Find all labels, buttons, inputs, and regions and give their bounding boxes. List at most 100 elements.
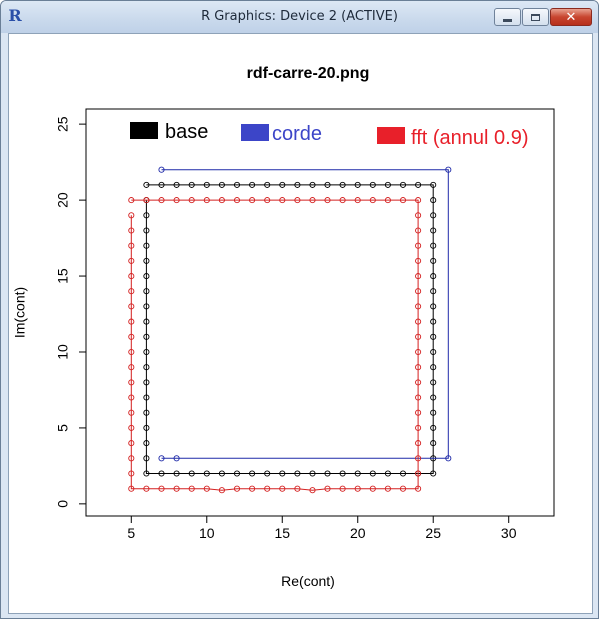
series-point-0 [415,181,422,188]
series-point-2 [354,485,361,492]
r-app-icon[interactable]: R [8,6,22,25]
series-point-0 [143,394,150,401]
y-tick-label: 5 [55,424,71,432]
series-point-0 [218,470,225,477]
series-point-2 [415,470,422,477]
series-point-0 [158,470,165,477]
series-point-1 [158,166,165,173]
series-point-2 [324,485,331,492]
series-point-0 [294,181,301,188]
series-point-2 [415,273,422,280]
y-axis-label: Im(cont) [12,287,28,338]
series-point-0 [354,181,361,188]
series-point-2 [415,288,422,295]
series-point-0 [143,318,150,325]
series-point-1 [445,455,452,462]
series-point-2 [173,197,180,204]
series-point-1 [445,166,452,173]
close-button[interactable]: ✕ [550,8,592,26]
series-point-0 [430,318,437,325]
series-point-2 [264,197,271,204]
series-point-0 [430,409,437,416]
series-point-0 [143,333,150,340]
maximize-button[interactable] [522,8,549,26]
series-point-0 [430,197,437,204]
series-point-0 [430,379,437,386]
series-point-2 [415,424,422,431]
minimize-button[interactable] [494,8,521,26]
window-title: R Graphics: Device 2 (ACTIVE) [201,9,398,24]
series-point-0 [233,181,241,188]
series-point-2 [415,318,422,325]
scatter-plot: rdf-carre-20.png 5 10 15 20 25 30 Re(cont) 0 5 10 1… [12,65,555,589]
series-point-0 [143,181,150,188]
series-line-2 [130,199,419,491]
series-point-2 [128,394,135,401]
x-axis-label: Re(cont) [281,573,335,589]
legend-swatch-1 [241,124,269,141]
series-point-0 [143,242,150,249]
series-point-2 [369,485,376,492]
series-point-2 [354,197,361,204]
series-point-2 [188,485,195,492]
series-point-2 [415,333,422,340]
series-point-2 [158,197,165,204]
series-point-2 [128,470,135,477]
series-point-1 [158,455,165,462]
series-point-2 [128,424,135,431]
series-point-0 [294,470,301,477]
series-point-0 [143,348,150,356]
x-tick-label: 5 [127,525,135,541]
series-point-0 [143,409,150,416]
series-point-0 [430,288,437,295]
legend-swatch-2 [377,127,405,144]
series-point-2 [415,212,422,219]
x-tick-label: 15 [274,525,290,541]
series-point-0 [384,470,391,477]
series-point-0 [143,455,150,462]
legend-label-1: corde [272,123,322,145]
series-point-0 [203,470,210,477]
series-point-2 [415,242,422,249]
series-point-2 [415,409,422,416]
series-point-0 [354,470,361,477]
series-point-2 [415,227,422,234]
series-point-0 [279,470,286,477]
series-point-1 [173,455,180,462]
series-point-2 [143,197,150,204]
series-point-2 [415,379,422,386]
series-point-2 [324,197,331,204]
maximize-icon [531,13,540,21]
series-point-2 [279,485,286,492]
series-point-0 [143,303,150,310]
series-point-0 [249,181,256,188]
series-point-2 [233,197,241,204]
y-tick-label: 25 [55,116,71,132]
series-point-2 [384,485,391,492]
series-point-2 [128,273,135,280]
series-point-0 [218,181,225,188]
series-point-0 [430,273,437,280]
series-point-0 [143,273,150,280]
close-icon: ✕ [565,9,577,25]
series-point-2 [249,485,256,492]
series-point-2 [415,440,422,447]
y-tick-label: 10 [55,344,71,360]
series-point-0 [430,181,437,188]
series-point-2 [128,288,135,295]
title-bar[interactable]: R R Graphics: Device 2 (ACTIVE) ✕ [1,1,598,33]
series-point-2 [188,197,195,204]
series-point-0 [203,181,210,188]
series-point-0 [143,379,150,386]
series-point-0 [143,257,150,264]
series-point-2 [309,197,316,204]
series-point-0 [430,440,437,447]
series-point-2 [128,440,135,447]
series-point-0 [430,257,437,264]
series-point-2 [264,485,271,492]
legend-swatch-0 [130,122,158,139]
series-point-2 [415,394,422,401]
series-point-0 [264,181,271,188]
x-tick-label: 10 [199,525,215,541]
